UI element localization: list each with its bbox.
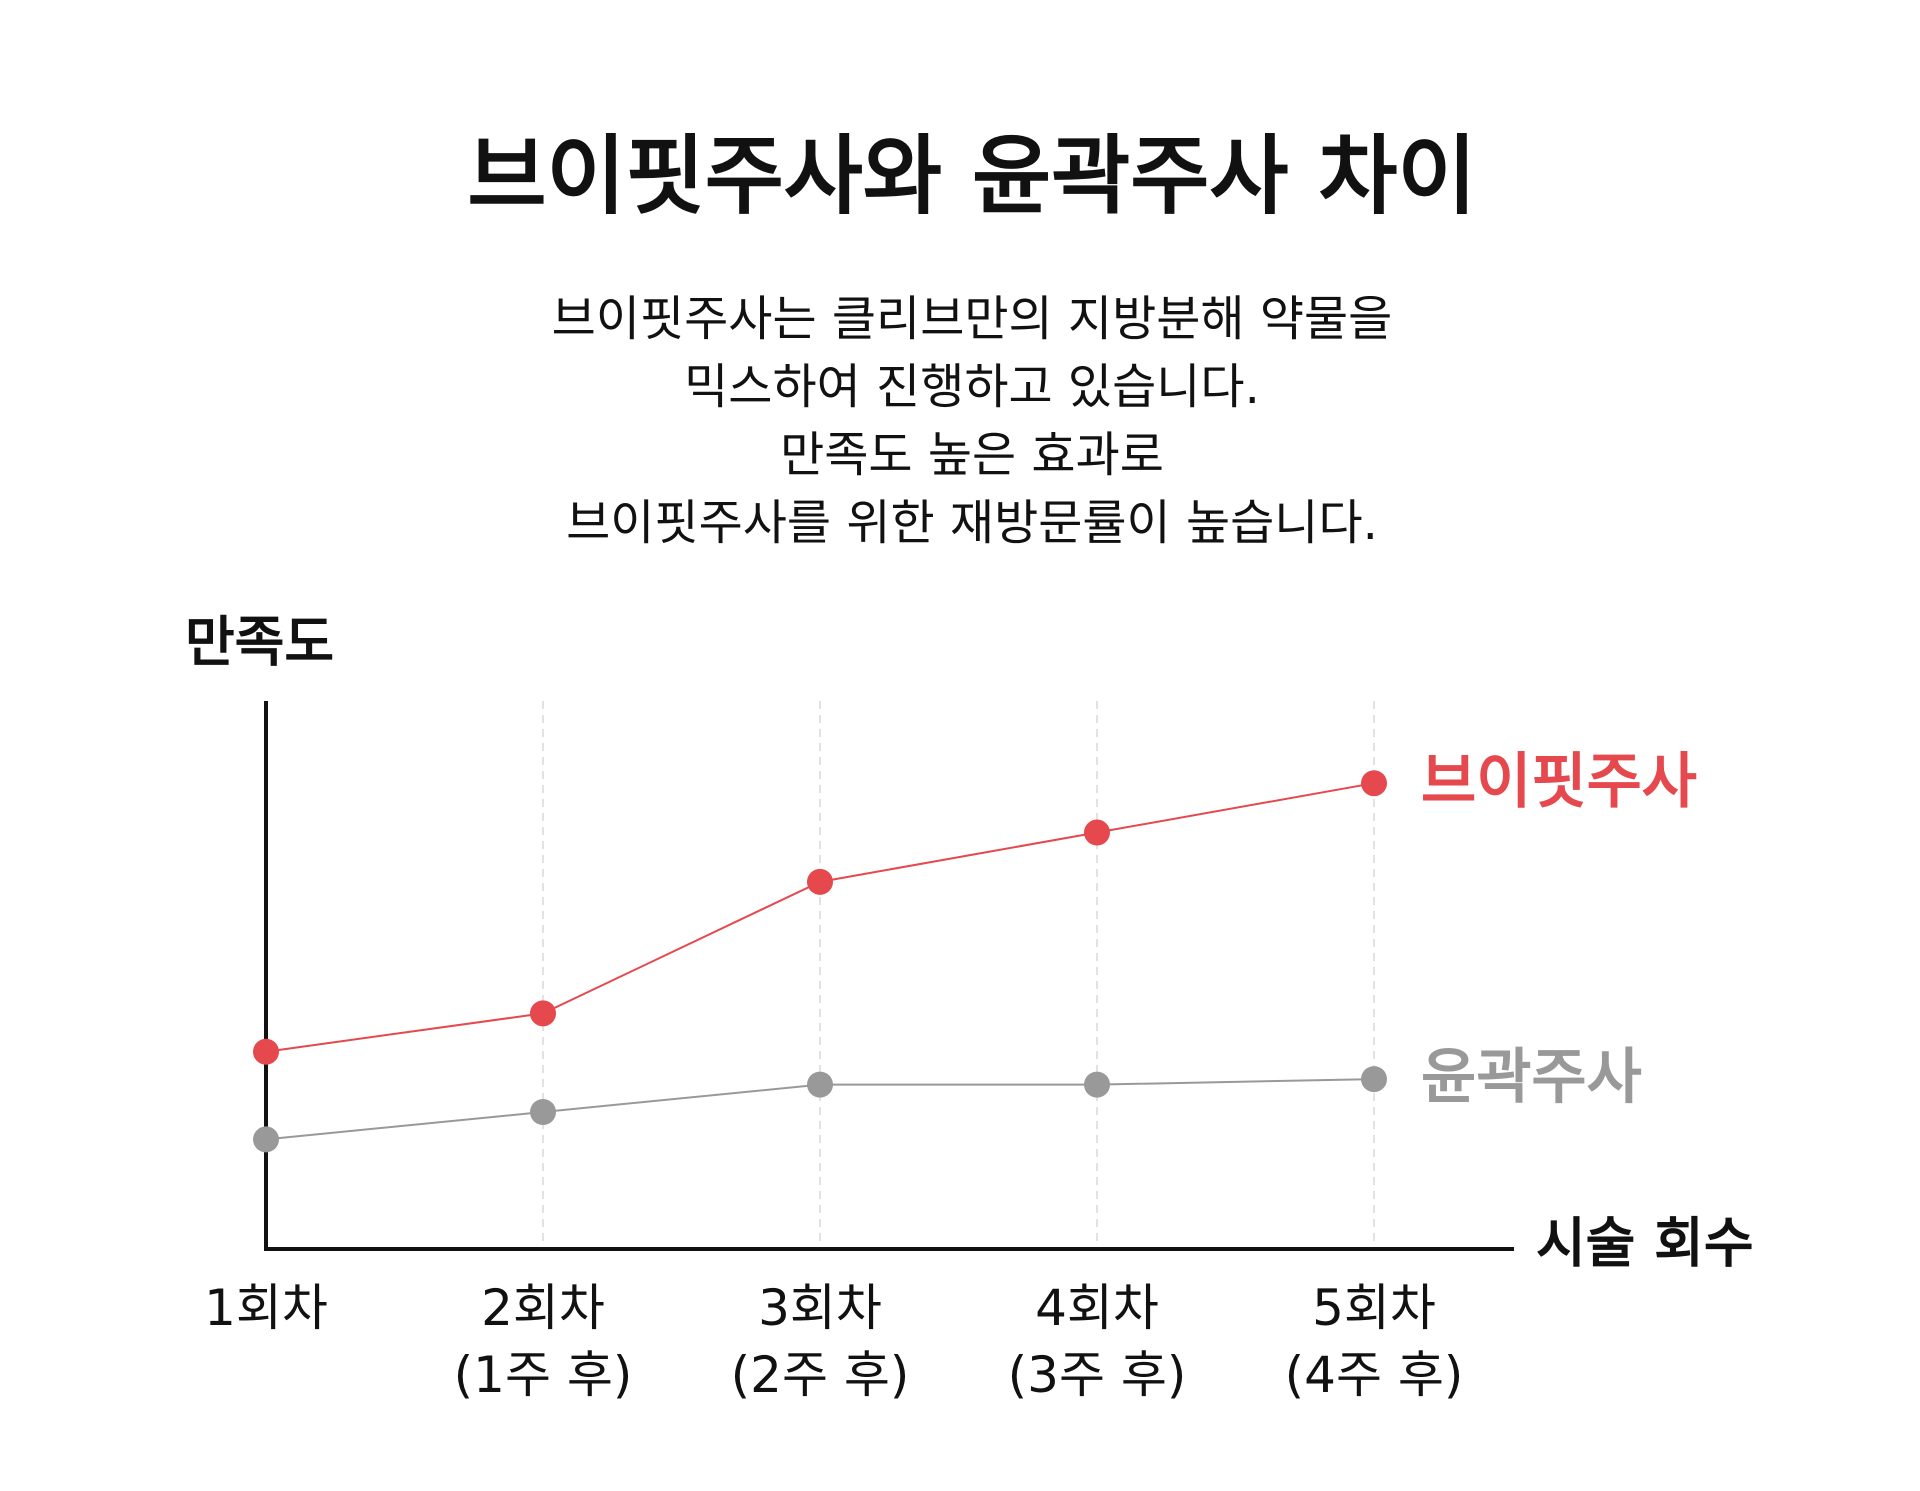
- x-tick-label-line: 3회차: [758, 1279, 882, 1337]
- x-tick-label-line: 2회차: [481, 1279, 605, 1337]
- subtitle-line: 만족도 높은 효과로: [780, 427, 1164, 483]
- chart-title: 브이핏주사와 윤곽주사 차이: [467, 126, 1476, 226]
- x-tick-label-line: 5회차: [1312, 1279, 1436, 1337]
- x-tick-label: 4회차 (3주 후): [1008, 1279, 1187, 1404]
- data-point: [1084, 819, 1110, 846]
- subtitle-line: 믹스하여 진행하고 있습니다.: [684, 359, 1260, 415]
- x-tick-label-line: (4주 후): [1285, 1346, 1464, 1404]
- data-point: [253, 1038, 279, 1065]
- x-tick-label-line: (1주 후): [454, 1346, 633, 1404]
- x-tick-label-line: (2주 후): [731, 1346, 910, 1404]
- x-tick-label-line: 1회차: [204, 1279, 328, 1337]
- data-point: [530, 1099, 556, 1125]
- data-point: [1361, 770, 1387, 797]
- y-axis-label: 만족도: [185, 611, 334, 674]
- subtitle-line: 브이핏주사는 클리브만의 지방분해 약물을: [552, 291, 1393, 347]
- legend-label: 브이핏주사: [1421, 747, 1697, 817]
- data-point: [253, 1126, 279, 1153]
- subtitle-line: 브이핏주사를 위한 재방문률이 높습니다.: [566, 495, 1378, 551]
- x-tick-label-line: (3주 후): [1008, 1346, 1187, 1404]
- x-axis-label: 시술 회수: [1536, 1212, 1754, 1275]
- x-tick-label-line: 4회차: [1035, 1279, 1159, 1337]
- legend-label: 윤곽주사: [1421, 1043, 1642, 1113]
- x-tick-label: 5회차 (4주 후): [1285, 1279, 1464, 1404]
- data-point: [1084, 1071, 1110, 1098]
- data-point: [530, 1000, 556, 1027]
- x-tick-label: 1회차: [204, 1279, 328, 1337]
- x-tick-label: 3회차 (2주 후): [731, 1279, 910, 1404]
- data-point: [807, 1071, 833, 1098]
- data-point: [807, 868, 833, 895]
- x-tick-label: 2회차 (1주 후): [454, 1279, 633, 1404]
- data-point: [1361, 1066, 1387, 1093]
